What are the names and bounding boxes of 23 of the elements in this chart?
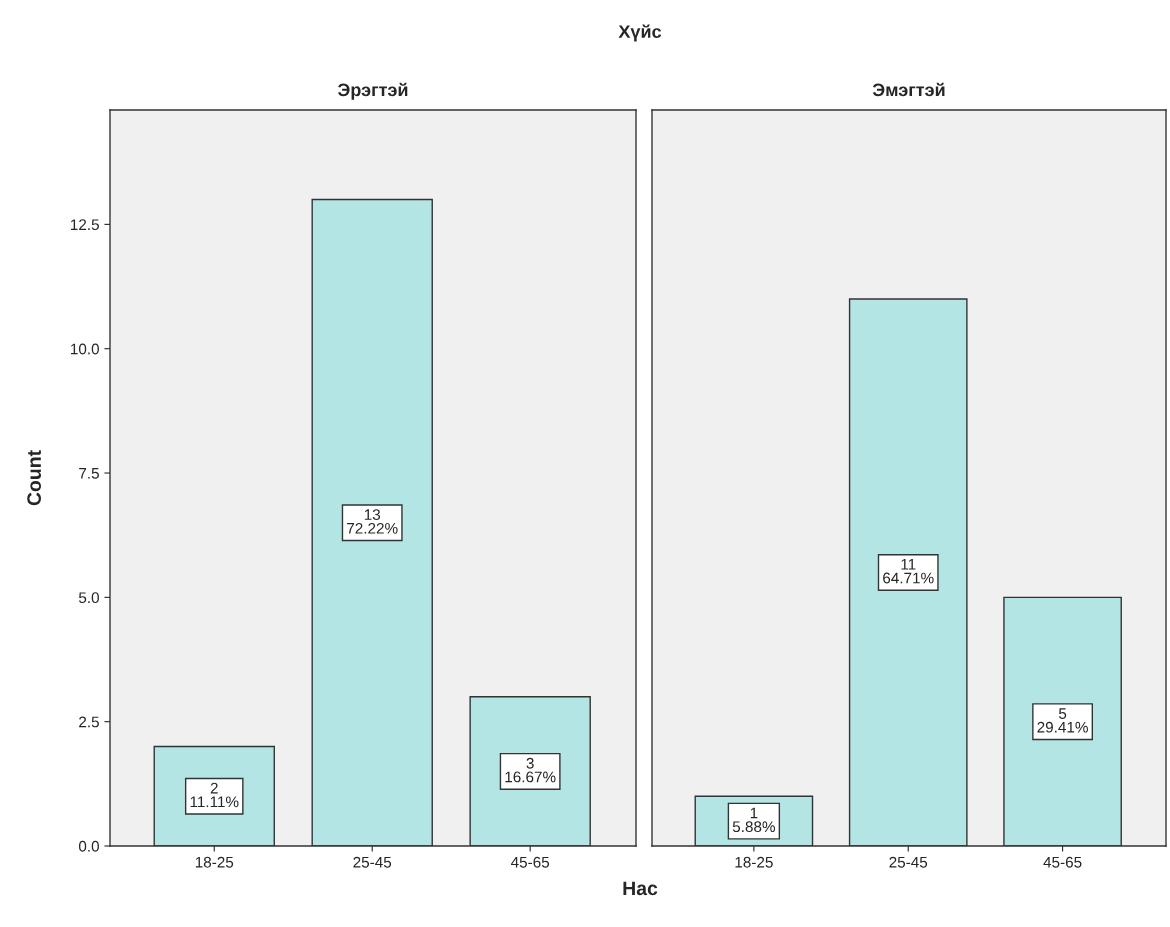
x-tick-label: 45-65 (510, 856, 550, 868)
x-tick-label: 45-65 (1043, 856, 1082, 868)
data-label: 2 11.11% (190, 782, 239, 808)
x-tick-label: 25-45 (889, 856, 928, 868)
chart-title: Эрэгтэй (337, 82, 408, 100)
y-tick-label: 7.5 (79, 468, 99, 479)
y-axis-title: Count (27, 450, 42, 506)
x-tick-label: 18-25 (195, 856, 234, 868)
x-tick-label: 18-25 (735, 856, 773, 868)
y-tick-label: 12.5 (71, 219, 99, 231)
data-label: 13 72.22% (347, 509, 398, 534)
y-tick-label: 0.0 (78, 840, 99, 852)
y-tick-label: 5.0 (78, 592, 99, 604)
y-tick-label: 10.0 (71, 343, 99, 355)
data-label: 5 29.41% (1037, 708, 1088, 733)
y-tick-label: 2.5 (79, 716, 99, 728)
x-tick-label: 25-45 (353, 856, 392, 868)
data-label: 1 5.88% (732, 807, 775, 833)
data-label: 11 64.71% (883, 559, 934, 584)
text: Хүйс (618, 24, 662, 42)
x-axis-title: Нас (623, 881, 658, 896)
data-label: 3 16.67% (505, 757, 556, 783)
chart-title: Эмэгтэй (872, 82, 945, 97)
